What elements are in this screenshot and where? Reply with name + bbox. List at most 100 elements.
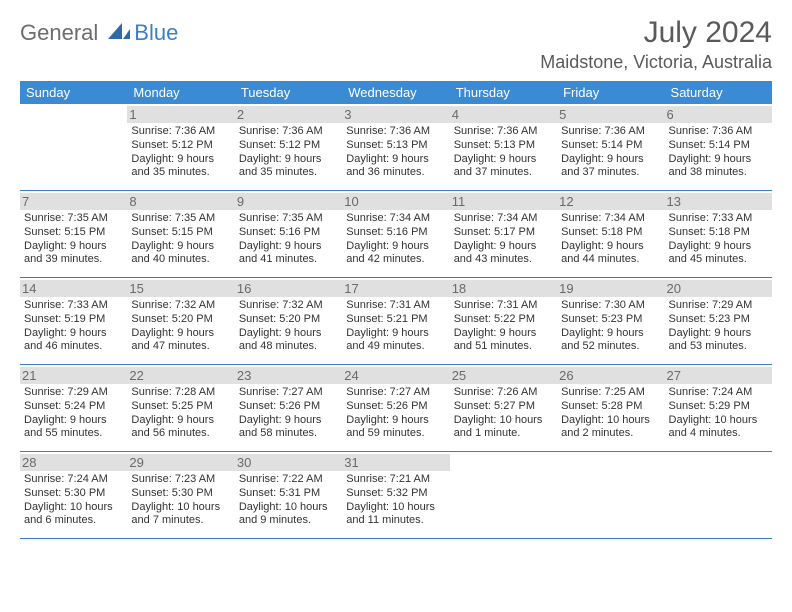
- day-detail-line: Sunrise: 7:34 AM: [346, 212, 445, 226]
- day-of-week-cell: Friday: [557, 81, 664, 104]
- day-detail-line: Daylight: 9 hours: [131, 327, 230, 341]
- day-cell: 9Sunrise: 7:35 AMSunset: 5:16 PMDaylight…: [235, 191, 342, 277]
- day-detail-line: Sunset: 5:19 PM: [24, 313, 123, 327]
- day-detail-line: and 35 minutes.: [131, 166, 230, 180]
- day-detail-line: and 42 minutes.: [346, 253, 445, 267]
- day-detail-line: Daylight: 10 hours: [669, 414, 768, 428]
- day-cell: 4Sunrise: 7:36 AMSunset: 5:13 PMDaylight…: [450, 104, 557, 190]
- day-detail-line: Sunset: 5:30 PM: [131, 487, 230, 501]
- day-detail-line: and 4 minutes.: [669, 427, 768, 441]
- day-details: Sunrise: 7:33 AMSunset: 5:19 PMDaylight:…: [24, 299, 123, 354]
- day-detail-line: Daylight: 9 hours: [131, 240, 230, 254]
- day-detail-line: Sunset: 5:12 PM: [239, 139, 338, 153]
- day-detail-line: and 6 minutes.: [24, 514, 123, 528]
- day-number: 25: [450, 367, 557, 384]
- day-detail-line: and 56 minutes.: [131, 427, 230, 441]
- day-details: Sunrise: 7:25 AMSunset: 5:28 PMDaylight:…: [561, 386, 660, 441]
- day-detail-line: Daylight: 9 hours: [561, 327, 660, 341]
- day-cell: 3Sunrise: 7:36 AMSunset: 5:13 PMDaylight…: [342, 104, 449, 190]
- day-cell: 11Sunrise: 7:34 AMSunset: 5:17 PMDayligh…: [450, 191, 557, 277]
- day-detail-line: and 49 minutes.: [346, 340, 445, 354]
- day-cell: 22Sunrise: 7:28 AMSunset: 5:25 PMDayligh…: [127, 365, 234, 451]
- day-details: Sunrise: 7:35 AMSunset: 5:15 PMDaylight:…: [24, 212, 123, 267]
- day-cell: 14Sunrise: 7:33 AMSunset: 5:19 PMDayligh…: [20, 278, 127, 364]
- week-row: 21Sunrise: 7:29 AMSunset: 5:24 PMDayligh…: [20, 365, 772, 452]
- day-detail-line: Sunset: 5:13 PM: [346, 139, 445, 153]
- day-number: 30: [235, 454, 342, 471]
- day-cell: 18 Sunrise: 7:31 AMSunset: 5:22 PMDayligh…: [450, 278, 557, 364]
- day-detail-line: Sunset: 5:15 PM: [24, 226, 123, 240]
- day-number: 15: [127, 280, 234, 297]
- day-number: 29: [127, 454, 234, 471]
- day-cell: 31Sunrise: 7:21 AMSunset: 5:32 PMDayligh…: [342, 452, 449, 538]
- day-of-week-cell: Sunday: [20, 81, 127, 104]
- day-cell: 26Sunrise: 7:25 AMSunset: 5:28 PMDayligh…: [557, 365, 664, 451]
- day-number: 4: [450, 106, 557, 123]
- day-cell: 25Sunrise: 7:26 AMSunset: 5:27 PMDayligh…: [450, 365, 557, 451]
- day-detail-line: Sunrise: 7:36 AM: [346, 125, 445, 139]
- day-detail-line: Sunrise: 7:36 AM: [561, 125, 660, 139]
- day-cell: 19Sunrise: 7:30 AMSunset: 5:23 PMDayligh…: [557, 278, 664, 364]
- day-details: Sunrise: 7:29 AMSunset: 5:23 PMDaylight:…: [669, 299, 768, 354]
- day-detail-line: Daylight: 10 hours: [346, 501, 445, 515]
- day-details: Sunrise: 7:35 AMSunset: 5:16 PMDaylight:…: [239, 212, 338, 267]
- day-number: 20: [665, 280, 772, 297]
- day-cell: 23Sunrise: 7:27 AMSunset: 5:26 PMDayligh…: [235, 365, 342, 451]
- week-row: 14Sunrise: 7:33 AMSunset: 5:19 PMDayligh…: [20, 278, 772, 365]
- day-number: 12: [557, 193, 664, 210]
- day-details: Sunrise: 7:36 AMSunset: 5:14 PMDaylight:…: [561, 125, 660, 180]
- day-cell: 30Sunrise: 7:22 AMSunset: 5:31 PMDayligh…: [235, 452, 342, 538]
- day-detail-line: and 48 minutes.: [239, 340, 338, 354]
- day-detail-line: Sunrise: 7:36 AM: [454, 125, 553, 139]
- weeks-container: 1Sunrise: 7:36 AMSunset: 5:12 PMDaylight…: [20, 104, 772, 539]
- day-detail-line: and 40 minutes.: [131, 253, 230, 267]
- day-detail-line: Daylight: 9 hours: [239, 414, 338, 428]
- day-number: 3: [342, 106, 449, 123]
- day-cell: 2Sunrise: 7:36 AMSunset: 5:12 PMDaylight…: [235, 104, 342, 190]
- day-detail-line: Sunrise: 7:24 AM: [669, 386, 768, 400]
- day-detail-line: Sunset: 5:12 PM: [131, 139, 230, 153]
- day-detail-line: Sunset: 5:20 PM: [239, 313, 338, 327]
- day-detail-line: Daylight: 9 hours: [131, 153, 230, 167]
- day-number: 6: [665, 106, 772, 123]
- day-detail-line: Sunrise: 7:36 AM: [131, 125, 230, 139]
- day-cell: 12Sunrise: 7:34 AMSunset: 5:18 PMDayligh…: [557, 191, 664, 277]
- day-details: Sunrise: 7:34 AMSunset: 5:17 PMDaylight:…: [454, 212, 553, 267]
- day-number: 5: [557, 106, 664, 123]
- day-detail-line: and 55 minutes.: [24, 427, 123, 441]
- day-cell: 1Sunrise: 7:36 AMSunset: 5:12 PMDaylight…: [127, 104, 234, 190]
- day-detail-line: Sunrise: 7:34 AM: [454, 212, 553, 226]
- day-details: Sunrise: 7:24 AMSunset: 5:30 PMDaylight:…: [24, 473, 123, 528]
- day-number: 13: [665, 193, 772, 210]
- title-block: July 2024 Maidstone, Victoria, Australia: [540, 16, 772, 73]
- day-details: Sunrise: 7:32 AMSunset: 5:20 PMDaylight:…: [239, 299, 338, 354]
- day-detail-line: Sunset: 5:23 PM: [561, 313, 660, 327]
- day-detail-line: Sunrise: 7:31 AM: [454, 299, 553, 313]
- day-detail-line: Daylight: 10 hours: [24, 501, 123, 515]
- calendar-grid: SundayMondayTuesdayWednesdayThursdayFrid…: [20, 81, 772, 539]
- day-cell: 8Sunrise: 7:35 AMSunset: 5:15 PMDaylight…: [127, 191, 234, 277]
- day-detail-line: Daylight: 9 hours: [131, 414, 230, 428]
- sail-icon: [108, 21, 130, 46]
- week-row: 1Sunrise: 7:36 AMSunset: 5:12 PMDaylight…: [20, 104, 772, 191]
- day-of-week-cell: Monday: [127, 81, 234, 104]
- day-detail-line: Sunset: 5:29 PM: [669, 400, 768, 414]
- day-details: Sunrise: 7:31 AMSunset: 5:22 PMDaylight:…: [454, 299, 553, 354]
- day-detail-line: Daylight: 9 hours: [561, 153, 660, 167]
- day-detail-line: Daylight: 9 hours: [346, 240, 445, 254]
- day-detail-line: Sunset: 5:24 PM: [24, 400, 123, 414]
- day-detail-line: and 45 minutes.: [669, 253, 768, 267]
- day-detail-line: Daylight: 9 hours: [561, 240, 660, 254]
- day-number: 7: [20, 193, 127, 210]
- day-number: 18: [450, 280, 557, 297]
- day-of-week-cell: Saturday: [665, 81, 772, 104]
- day-detail-line: Sunrise: 7:27 AM: [239, 386, 338, 400]
- day-details: Sunrise: 7:29 AMSunset: 5:24 PMDaylight:…: [24, 386, 123, 441]
- day-detail-line: Sunrise: 7:29 AM: [24, 386, 123, 400]
- day-detail-line: and 37 minutes.: [561, 166, 660, 180]
- day-detail-line: Sunrise: 7:36 AM: [669, 125, 768, 139]
- day-detail-line: Daylight: 9 hours: [669, 153, 768, 167]
- day-number: 8: [127, 193, 234, 210]
- day-detail-line: Sunset: 5:26 PM: [239, 400, 338, 414]
- day-detail-line: Sunset: 5:18 PM: [669, 226, 768, 240]
